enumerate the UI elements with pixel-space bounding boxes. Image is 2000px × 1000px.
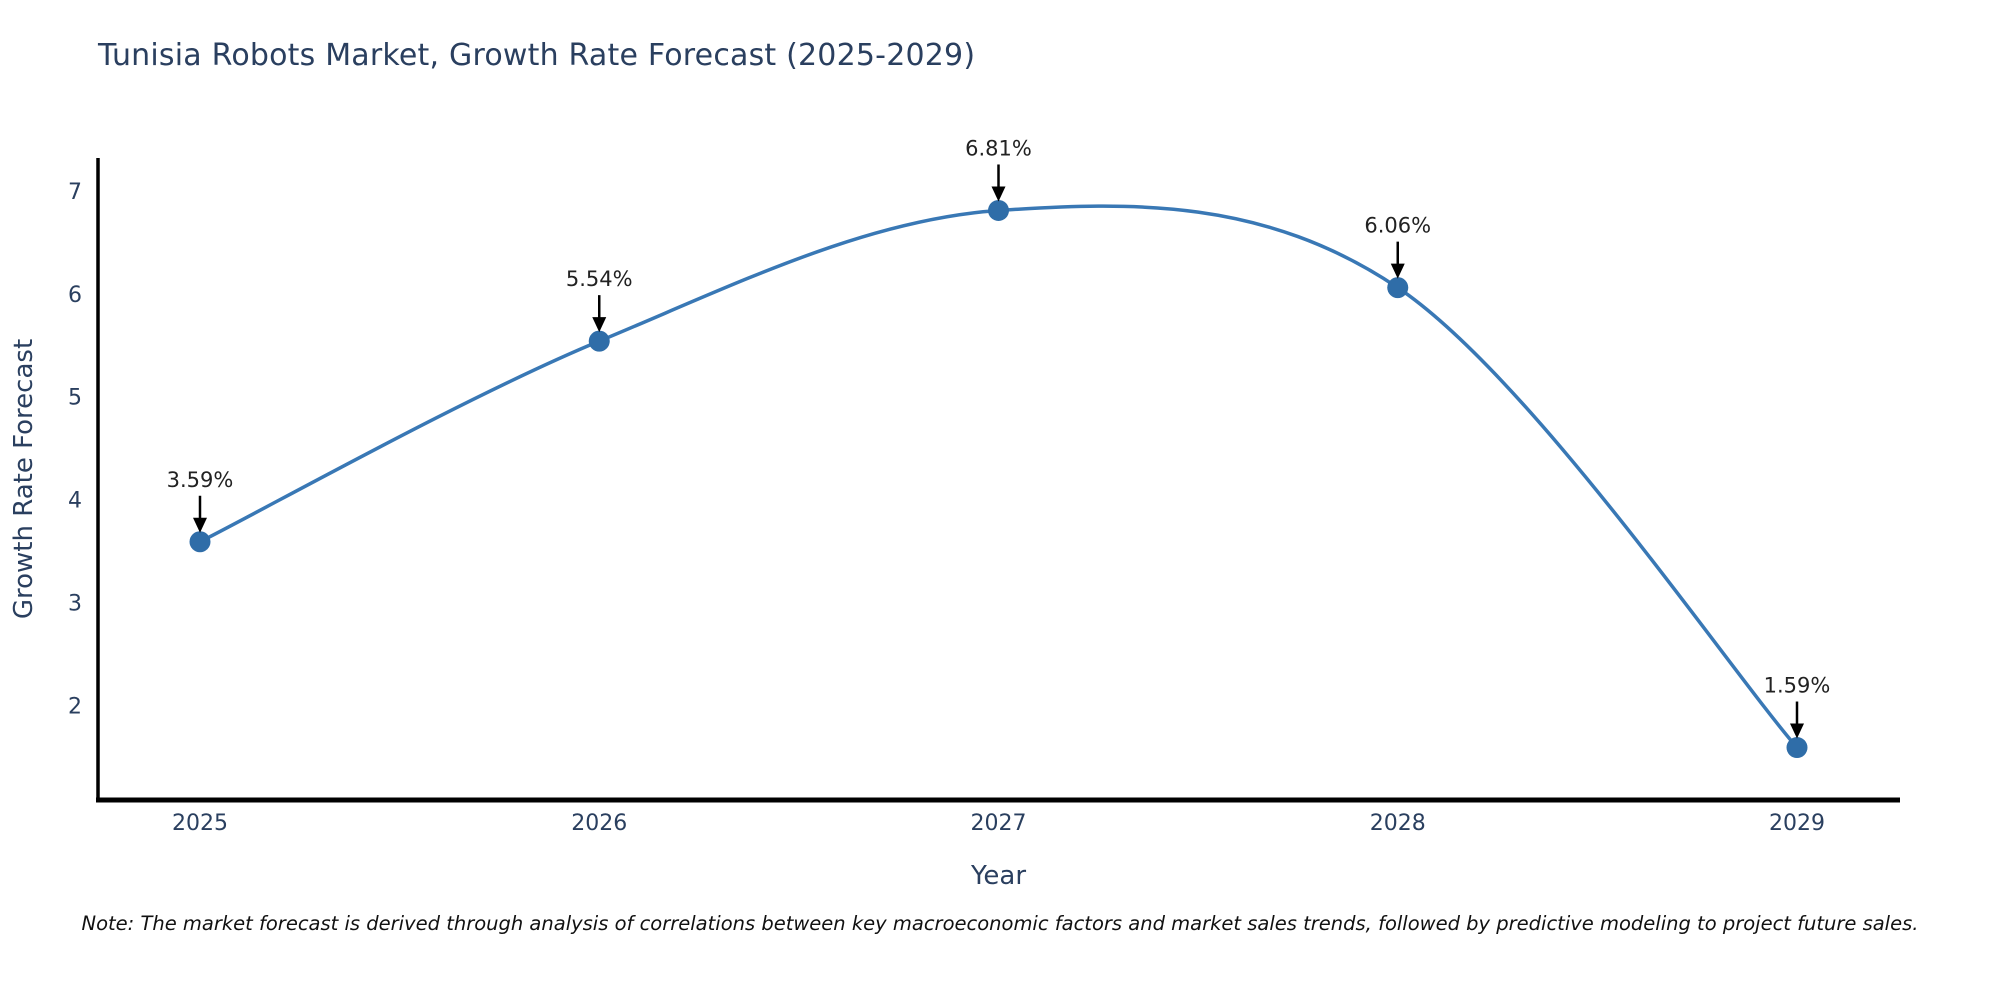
x-tick-label: 2025 <box>172 811 228 836</box>
y-tick-label: 6 <box>68 283 82 308</box>
y-tick-label: 7 <box>68 180 82 205</box>
trend-line <box>198 204 1799 750</box>
y-axis-title: Growth Rate Forecast <box>9 339 39 619</box>
data-point-marker <box>988 199 1009 221</box>
data-point-marker <box>588 330 610 352</box>
data-point-marker <box>1387 277 1409 299</box>
annotation-label: 3.59% <box>167 468 234 492</box>
annotation-label: 5.54% <box>566 267 633 291</box>
y-tick-label: 2 <box>68 694 82 719</box>
data-point-marker <box>1786 737 1808 759</box>
annotation-arrowhead <box>1790 723 1804 739</box>
x-tick-label: 2026 <box>571 811 627 836</box>
annotation-label: 6.06% <box>1364 214 1431 238</box>
chart-title: Tunisia Robots Market, Growth Rate Forec… <box>98 38 976 73</box>
y-tick-label: 5 <box>68 386 82 411</box>
x-tick-label: 2027 <box>971 811 1027 836</box>
x-axis-title: Year <box>970 861 1026 891</box>
annotation-arrowhead <box>991 186 1006 202</box>
y-tick-label: 4 <box>68 489 82 514</box>
data-point-marker <box>189 531 211 553</box>
annotation-label: 6.81% <box>965 136 1032 160</box>
x-tick-label: 2029 <box>1769 811 1825 836</box>
annotation-arrowhead <box>1390 263 1405 279</box>
annotation-arrowhead <box>592 317 607 333</box>
annotation-arrowhead <box>193 517 207 533</box>
footnote: Note: The market forecast is derived thr… <box>81 912 1919 935</box>
annotation-label: 1.59% <box>1764 674 1831 698</box>
y-tick-label: 3 <box>68 591 82 616</box>
x-tick-label: 2028 <box>1370 811 1426 836</box>
